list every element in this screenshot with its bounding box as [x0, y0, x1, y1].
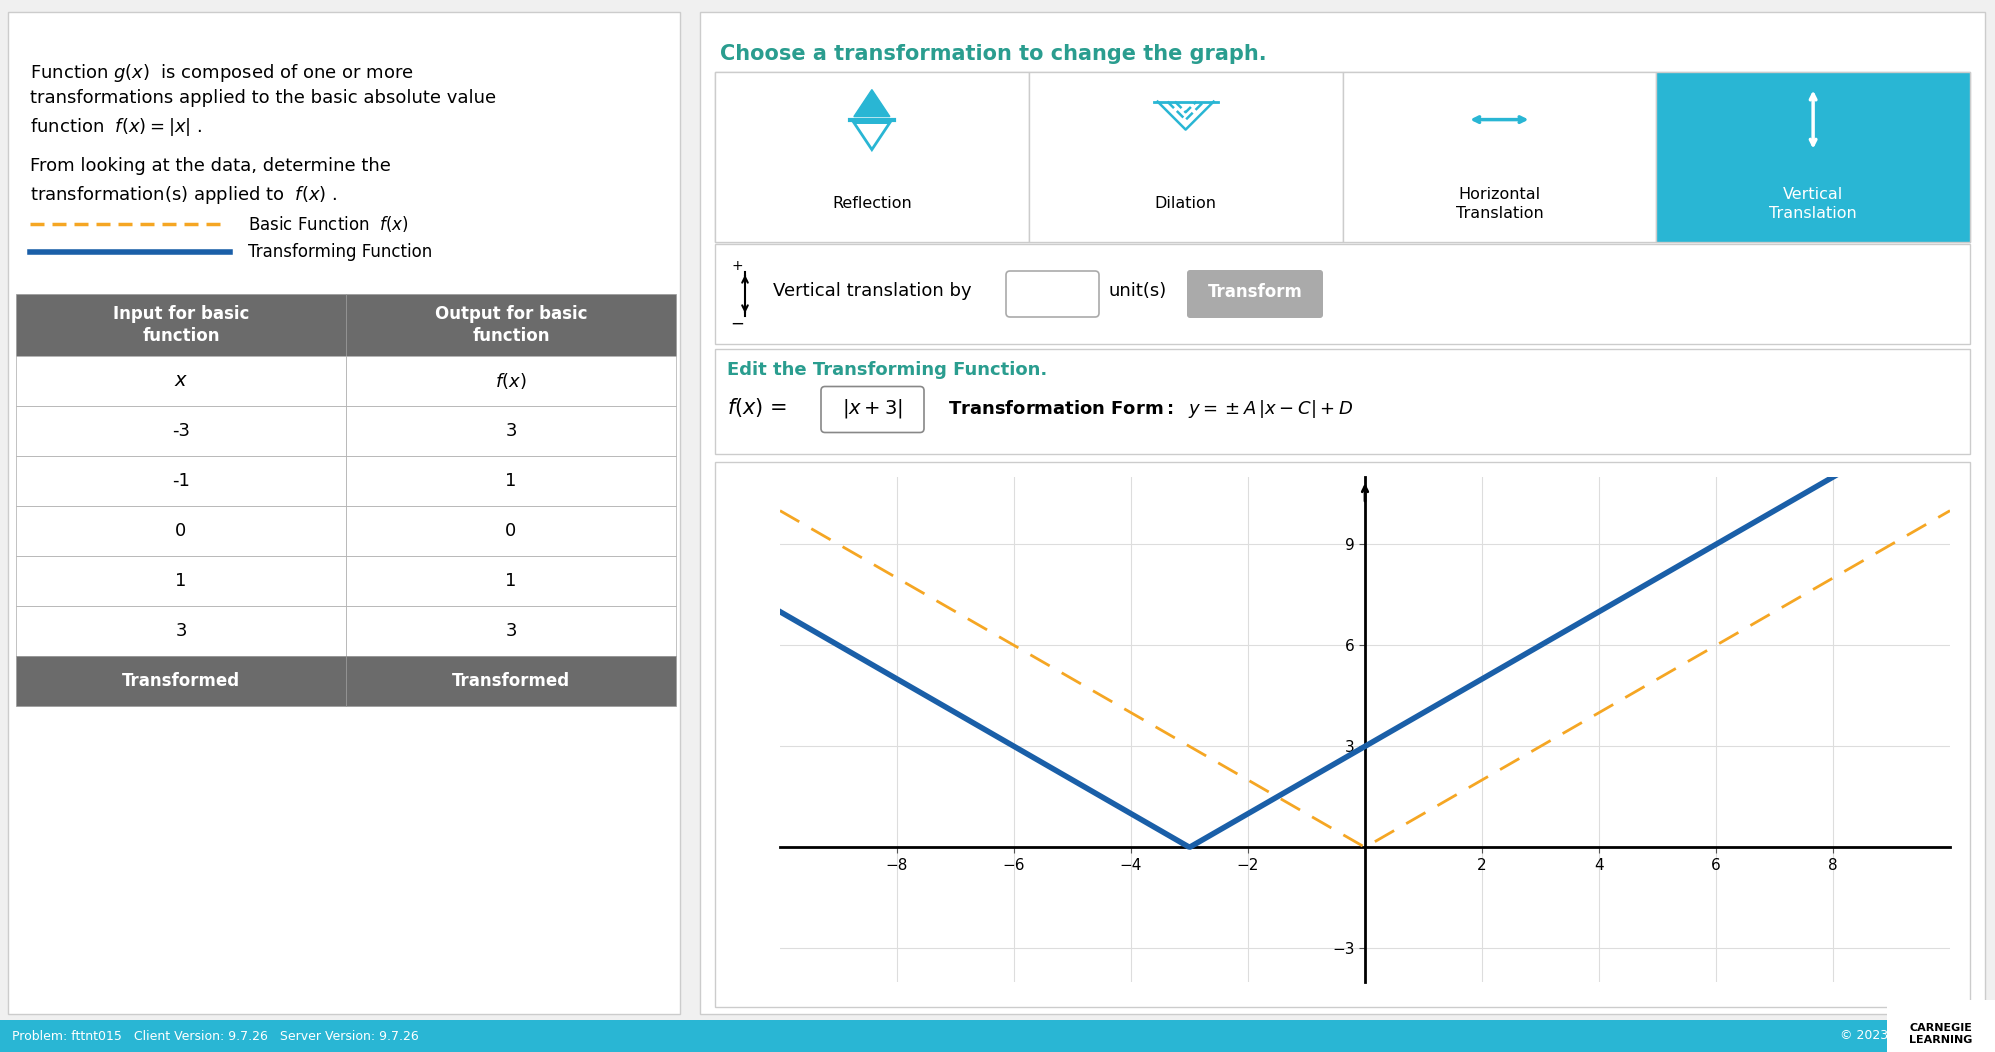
FancyBboxPatch shape: [16, 656, 345, 706]
Text: CARNEGIE
LEARNING: CARNEGIE LEARNING: [1909, 1024, 1973, 1045]
FancyBboxPatch shape: [16, 557, 345, 606]
Text: Reflection: Reflection: [832, 197, 912, 211]
Text: unit(s): unit(s): [1109, 282, 1167, 300]
FancyBboxPatch shape: [345, 606, 676, 656]
Text: © 2023 Carnegie Learning: © 2023 Carnegie Learning: [1839, 1030, 1995, 1043]
FancyBboxPatch shape: [345, 506, 676, 557]
Text: 3: 3: [505, 422, 517, 440]
FancyBboxPatch shape: [1343, 72, 1656, 242]
Text: Edit the Transforming Function.: Edit the Transforming Function.: [726, 361, 1047, 379]
Text: 3: 3: [176, 622, 188, 640]
Text: $|x+3|$: $|x+3|$: [842, 397, 904, 420]
Text: Transformed: Transformed: [122, 672, 239, 690]
Text: function  $f(x) = |x|$ .: function $f(x) = |x|$ .: [30, 116, 201, 138]
Text: Choose a transformation to change the graph.: Choose a transformation to change the gr…: [720, 44, 1267, 64]
FancyBboxPatch shape: [345, 557, 676, 606]
FancyBboxPatch shape: [714, 244, 1969, 344]
Text: Vertical translation by: Vertical translation by: [772, 282, 972, 300]
FancyBboxPatch shape: [1887, 1000, 1995, 1052]
FancyBboxPatch shape: [345, 656, 676, 706]
Text: Transformed: Transformed: [453, 672, 571, 690]
FancyBboxPatch shape: [16, 606, 345, 656]
FancyBboxPatch shape: [345, 356, 676, 406]
Text: Dilation: Dilation: [1155, 197, 1217, 211]
Text: Vertical
Translation: Vertical Translation: [1770, 187, 1857, 221]
Text: 0: 0: [505, 522, 517, 540]
Text: $f(x)$: $f(x)$: [495, 371, 527, 391]
FancyBboxPatch shape: [714, 72, 1029, 242]
Text: Basic Function  $f(x)$: Basic Function $f(x)$: [247, 214, 409, 234]
Text: 1: 1: [505, 572, 517, 590]
FancyBboxPatch shape: [714, 349, 1969, 454]
Text: 3: 3: [505, 622, 517, 640]
Text: Horizontal
Translation: Horizontal Translation: [1456, 187, 1544, 221]
Polygon shape: [854, 89, 890, 117]
Text: 1: 1: [505, 472, 517, 490]
FancyBboxPatch shape: [16, 356, 345, 406]
FancyBboxPatch shape: [1187, 270, 1323, 318]
FancyBboxPatch shape: [345, 456, 676, 506]
Text: Function $g(x)$  is composed of one or more: Function $g(x)$ is composed of one or mo…: [30, 62, 413, 84]
FancyBboxPatch shape: [16, 406, 345, 456]
FancyBboxPatch shape: [714, 462, 1969, 1007]
FancyBboxPatch shape: [16, 506, 345, 557]
Text: -3: -3: [172, 422, 190, 440]
Text: +: +: [732, 259, 742, 274]
FancyBboxPatch shape: [16, 294, 345, 356]
Text: Output for basic
function: Output for basic function: [435, 305, 587, 345]
FancyBboxPatch shape: [8, 12, 680, 1014]
FancyBboxPatch shape: [345, 294, 676, 356]
Text: −: −: [730, 315, 744, 333]
FancyBboxPatch shape: [345, 406, 676, 456]
Text: From looking at the data, determine the: From looking at the data, determine the: [30, 157, 391, 175]
FancyBboxPatch shape: [16, 456, 345, 506]
Text: $x$: $x$: [174, 371, 188, 390]
Text: transformation(s) applied to  $f(x)$ .: transformation(s) applied to $f(x)$ .: [30, 184, 337, 206]
FancyBboxPatch shape: [0, 1020, 1995, 1052]
Text: 1: 1: [176, 572, 188, 590]
Text: Transform: Transform: [1207, 283, 1303, 301]
Text: Problem: fttnt015   Client Version: 9.7.26   Server Version: 9.7.26: Problem: fttnt015 Client Version: 9.7.26…: [12, 1030, 419, 1043]
FancyBboxPatch shape: [1005, 271, 1099, 317]
Text: $f(x)$ =: $f(x)$ =: [726, 396, 786, 419]
Text: $\mathbf{Transformation\ Form:}$  $y=\pm A\,|x-C|+D$: $\mathbf{Transformation\ Form:}$ $y=\pm …: [948, 398, 1353, 420]
FancyBboxPatch shape: [714, 72, 1969, 242]
Text: Transforming Function: Transforming Function: [247, 243, 433, 261]
FancyBboxPatch shape: [822, 386, 924, 432]
Text: transformations applied to the basic absolute value: transformations applied to the basic abs…: [30, 89, 497, 107]
Text: Input for basic
function: Input for basic function: [114, 305, 249, 345]
FancyBboxPatch shape: [700, 12, 1985, 1014]
FancyBboxPatch shape: [1656, 72, 1969, 242]
FancyBboxPatch shape: [1029, 72, 1343, 242]
Text: -1: -1: [172, 472, 190, 490]
Text: 0: 0: [176, 522, 188, 540]
